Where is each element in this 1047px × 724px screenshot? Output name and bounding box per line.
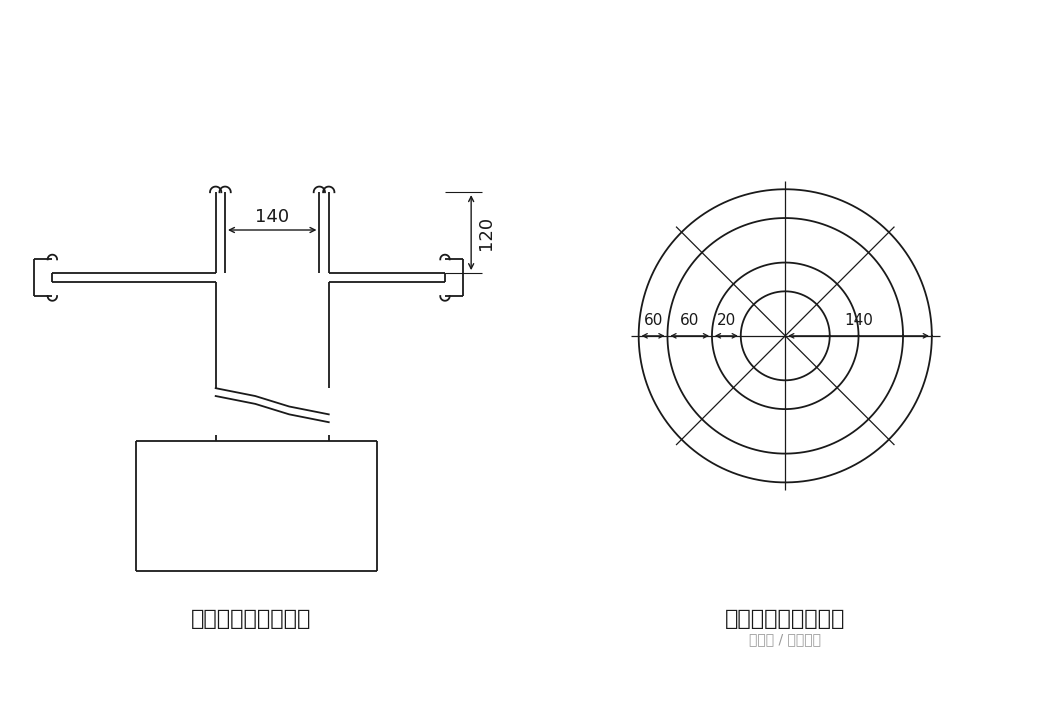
Text: 140: 140 [255, 208, 289, 226]
Text: 140: 140 [844, 313, 873, 328]
Text: 头条号 / 早安乙方: 头条号 / 早安乙方 [750, 633, 821, 647]
Text: 立柱防护栏杆平面图: 立柱防护栏杆平面图 [726, 608, 845, 628]
Text: 60: 60 [680, 313, 699, 328]
Text: 120: 120 [477, 216, 495, 250]
Text: 20: 20 [717, 313, 736, 328]
Text: 立柱防护栏杆断面图: 立柱防护栏杆断面图 [192, 608, 311, 628]
Text: 60: 60 [643, 313, 663, 328]
